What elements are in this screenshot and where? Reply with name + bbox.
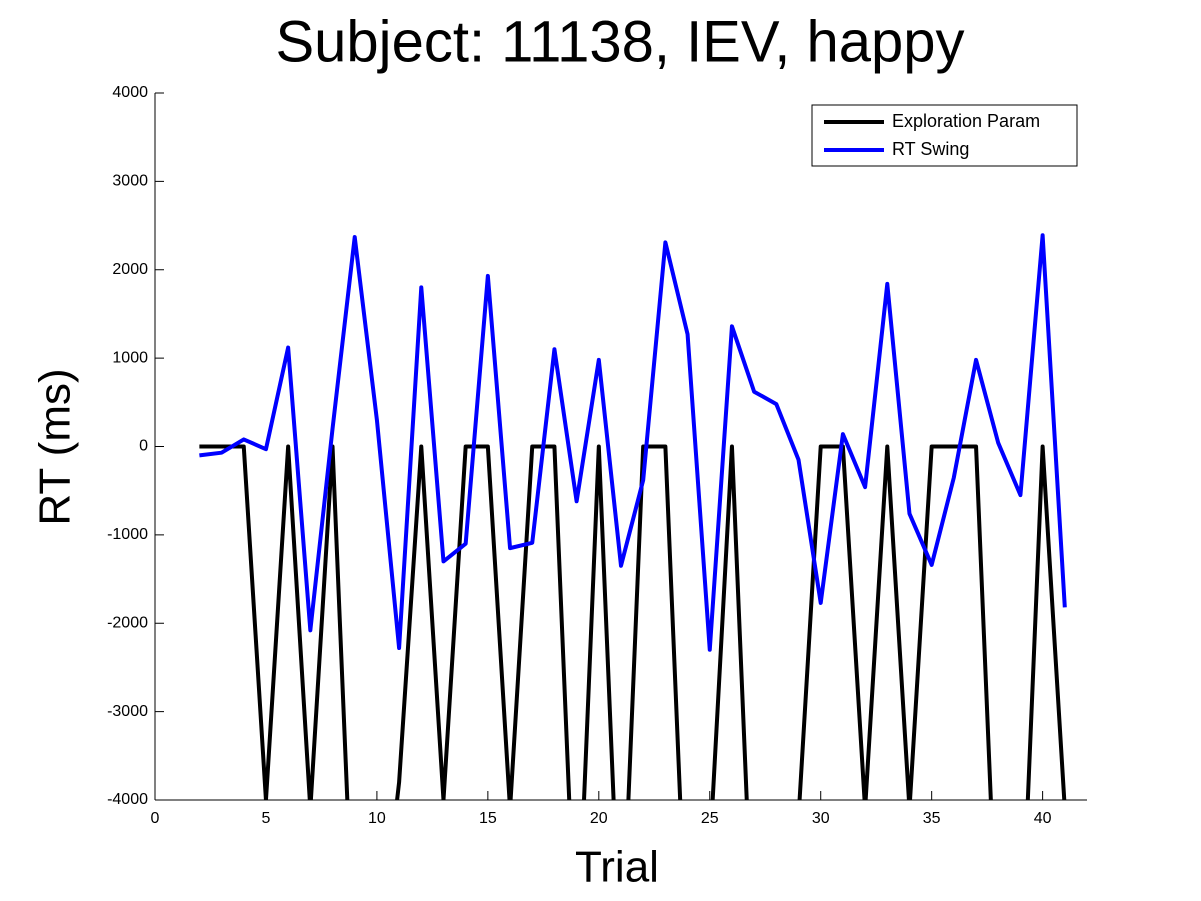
x-tick-label: 40 [1034, 810, 1052, 827]
y-tick-label: 3000 [112, 173, 148, 190]
y-tick-label: 1000 [112, 349, 148, 366]
legend: Exploration Param RT Swing [811, 104, 1078, 167]
y-tick-label: 4000 [112, 84, 148, 101]
legend-box [811, 104, 1078, 167]
x-tick-label: 20 [590, 810, 608, 827]
y-tick-label: -1000 [107, 526, 148, 543]
x-tick-label: 15 [479, 810, 497, 827]
y-axis-label: RT (ms) [31, 368, 80, 525]
y-tick-label: 0 [139, 438, 148, 455]
x-tick-label: 25 [701, 810, 719, 827]
y-tick-label: -2000 [107, 614, 148, 631]
plot-area [199, 233, 1067, 800]
y-tick-label: 2000 [112, 261, 148, 278]
legend-label: Exploration Param [892, 111, 1040, 131]
data-line [199, 444, 1067, 800]
legend-label: RT Swing [892, 139, 969, 159]
chart-title: Subject: 11138, IEV, happy [275, 9, 964, 74]
y-tick-label: -4000 [107, 791, 148, 808]
x-tick-label: 0 [151, 810, 160, 827]
x-tick-label: 35 [923, 810, 941, 827]
x-tick-label: 30 [812, 810, 830, 827]
y-tick-label: -3000 [107, 703, 148, 720]
x-axis-label: Trial [575, 843, 659, 892]
x-tick-label: 10 [368, 810, 386, 827]
data-line [199, 233, 1067, 652]
x-tick-label: 5 [261, 810, 270, 827]
